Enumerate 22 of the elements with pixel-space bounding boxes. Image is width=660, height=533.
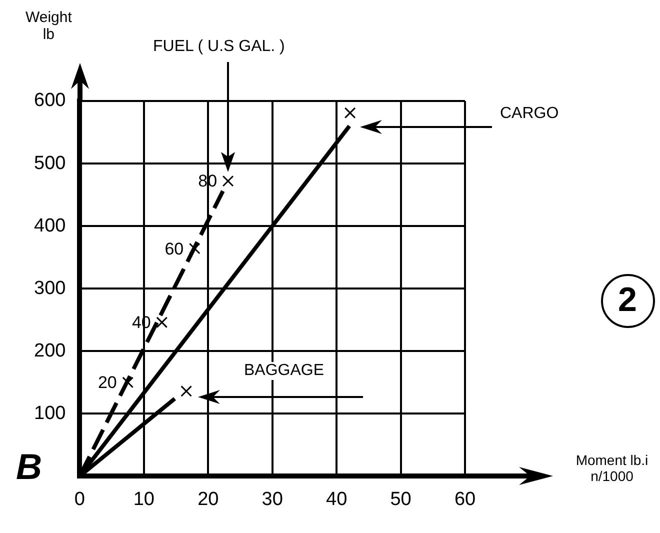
annotation: 20 <box>98 373 117 392</box>
x-tick-label: 10 <box>133 488 154 510</box>
x-tick-label: 30 <box>262 488 283 510</box>
text: B <box>16 446 42 488</box>
x-tick-label: 0 <box>74 488 85 510</box>
y-tick-label: 200 <box>34 340 66 362</box>
y-tick-label: 300 <box>34 278 66 299</box>
y-axis-title: Weight lb <box>24 9 73 44</box>
annotation: 60 <box>164 239 184 258</box>
text: 2 <box>618 281 637 320</box>
x-tick-label: 60 <box>454 488 476 510</box>
y-tick-label: 100 <box>34 402 66 424</box>
text: Moment lb.in/1000 <box>574 452 650 484</box>
text: CARGO <box>500 105 559 124</box>
text: FUEL ( U.S GAL. ) <box>150 38 288 56</box>
annotation: BAGGAGE <box>242 362 326 380</box>
y-tick-label: 500 <box>34 152 66 174</box>
x-tick-label: 40 <box>326 488 348 510</box>
x-tick-label: 20 <box>198 488 219 510</box>
y-tick-label: 400 <box>34 215 66 236</box>
y-tick-label: 600 <box>34 90 66 112</box>
x-tick-label: 50 <box>390 488 412 510</box>
